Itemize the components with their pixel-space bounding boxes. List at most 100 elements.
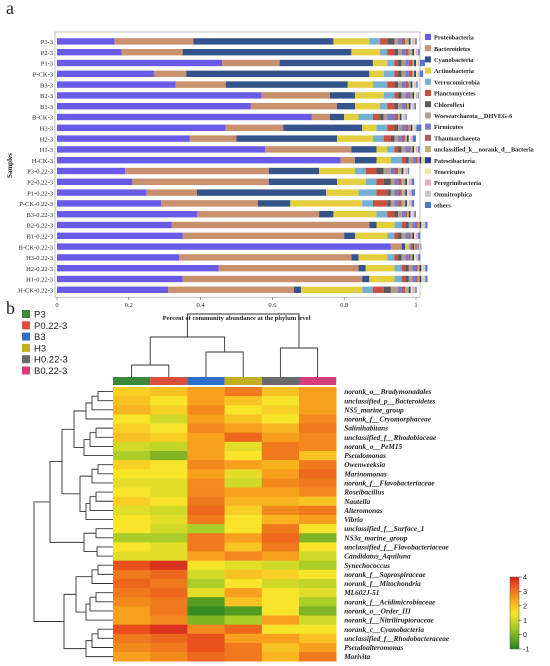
bar-segment: [362, 200, 373, 207]
legend-label: Patescibacteria: [434, 158, 476, 165]
y-tick-label: B1-3: [40, 104, 53, 111]
y-tick-label: B2-0.22-3: [26, 223, 53, 230]
heatmap-cell: [187, 514, 225, 525]
heatmap-cell: [150, 487, 188, 497]
bar-segment: [421, 221, 424, 229]
dendrogram-branch: [149, 336, 226, 365]
bar-segment: [57, 221, 172, 229]
heatmap-cell: [113, 652, 151, 662]
heatmap-cell: [261, 396, 300, 406]
dendrogram-branch: [97, 391, 113, 402]
bar-segment: [354, 167, 366, 175]
dendrogram-branch: [91, 633, 113, 648]
heatmap-cell: [224, 478, 263, 488]
row-label: Candidatus_Aquiluna: [344, 552, 411, 561]
bar-segment: [416, 49, 418, 56]
heatmap-cell: [224, 624, 263, 635]
bar-segment: [415, 38, 417, 45]
bar-segment: [403, 113, 405, 121]
bar-segment: [412, 254, 415, 261]
bar-segment: [423, 221, 425, 229]
bar-segment: [417, 146, 419, 153]
heatmap-cell: [261, 542, 300, 552]
heatmap-legend-swatch: [22, 332, 30, 341]
column-color-bar: [113, 377, 151, 385]
heatmap-cell: [299, 633, 337, 644]
heatmap-cell: [224, 551, 263, 561]
bar-segment: [398, 211, 402, 218]
bar-segment: [365, 167, 377, 175]
legend-label: Woesearchaeota__DHVEG-6: [434, 113, 512, 120]
bar-segment: [401, 59, 406, 67]
column-color-bar: [150, 377, 188, 385]
heatmap-cell: [224, 542, 263, 552]
bar-segment: [383, 286, 391, 293]
bar-segment: [405, 189, 408, 196]
heatmap-cell: [187, 487, 225, 497]
bar-segment: [383, 113, 388, 121]
bar-segment: [418, 92, 419, 99]
bar-segment: [418, 232, 421, 239]
heatmap-cell: [113, 469, 151, 479]
heatmap-cell: [187, 524, 225, 534]
bar-segment: [57, 59, 223, 67]
heatmap-cell: [187, 496, 225, 507]
bar-segment: [412, 243, 415, 250]
heatmap-cell: [299, 578, 337, 589]
bar-segment: [351, 146, 377, 153]
bar-segment: [401, 146, 406, 153]
bar-segment: [340, 157, 355, 164]
row-label: norank_o__Bradymonadales: [344, 387, 431, 396]
bar-segment: [372, 286, 384, 293]
bar-segment: [401, 103, 406, 110]
heatmap-cell: [224, 487, 263, 497]
bar-segment: [398, 49, 402, 56]
bar-segment: [412, 70, 415, 77]
heatmap-cell: [113, 560, 151, 571]
heatmap-cell: [261, 588, 300, 598]
bar-segment: [57, 275, 183, 283]
heatmap-cell: [187, 551, 225, 561]
colorbar-tick-label: 2: [523, 601, 527, 610]
bar-segment: [417, 49, 419, 56]
bar-segment: [417, 70, 419, 77]
bar-segment: [401, 70, 406, 77]
bar-segment: [394, 167, 399, 175]
y-tick-label: P1-3: [41, 61, 53, 68]
bar-segment: [372, 135, 384, 142]
bar-segment: [401, 92, 406, 99]
bar-segment: [423, 275, 425, 283]
bar-segment: [394, 70, 399, 77]
y-tick-label: B3-3: [40, 82, 53, 89]
heatmap-cell: [187, 615, 225, 625]
bar-segment: [387, 38, 395, 45]
heatmap-cell: [113, 624, 151, 635]
bar-segment: [418, 59, 420, 67]
colorbar-tick-label: 0: [523, 630, 527, 639]
bar-segment: [410, 200, 412, 207]
heatmap-cell: [261, 469, 300, 479]
bar-segment: [414, 38, 416, 45]
heatmap-cell: [150, 423, 188, 433]
heatmap-cell: [113, 441, 151, 452]
bar-segment: [405, 81, 409, 88]
bar-segment: [57, 49, 122, 56]
bar-segment: [416, 275, 418, 283]
bar-segment: [197, 211, 320, 218]
bar-segment: [179, 254, 352, 261]
plot-frame: [54, 31, 421, 298]
bar-segment: [408, 286, 411, 293]
bar-segment: [408, 243, 411, 250]
bar-segment: [182, 232, 345, 239]
y-tick-label: B2-3: [40, 93, 53, 100]
bar-segment: [401, 275, 406, 283]
bar-segment: [408, 265, 413, 272]
bar-segment: [408, 189, 411, 196]
bar-segment: [398, 146, 402, 153]
bar-segment: [132, 178, 269, 185]
bar-segment: [412, 211, 414, 218]
bar-segment: [398, 189, 402, 196]
colorbar-tick-label: 4: [523, 573, 527, 582]
heatmap-cell: [150, 597, 188, 607]
heatmap-cell: [150, 387, 188, 397]
